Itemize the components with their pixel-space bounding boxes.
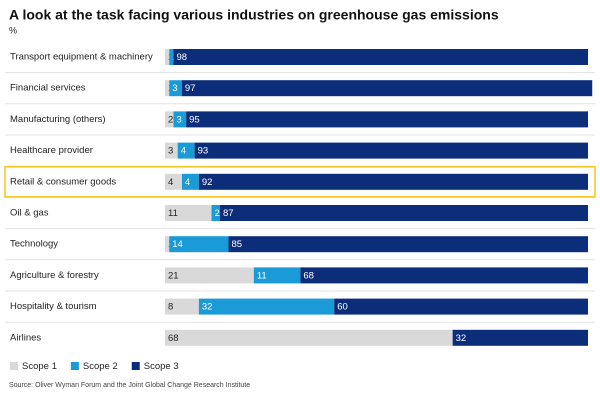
value-label: 2 — [168, 114, 173, 125]
bar-segment — [177, 142, 195, 159]
bar-segment — [198, 298, 335, 315]
source: Source: Oliver Wyman Forum and the Joint… — [9, 382, 250, 389]
bar-segment — [165, 173, 182, 190]
bar-segment — [219, 205, 589, 221]
value-label: 11 — [257, 270, 267, 281]
bar-segment — [228, 236, 588, 253]
bar-segment — [165, 267, 254, 284]
category-label: Airlines — [10, 332, 41, 343]
category-label: Hospitality & tourism — [10, 301, 97, 312]
bar-segment — [452, 329, 588, 346]
bar-segment — [165, 142, 178, 159]
bar-segment — [194, 142, 589, 159]
bar-segment — [198, 173, 588, 190]
value-label: 68 — [168, 333, 179, 344]
legend-label: Scope 1 — [22, 361, 57, 372]
unit-label: % — [9, 25, 17, 35]
bar-segment — [173, 111, 187, 128]
value-label: 4 — [168, 177, 173, 188]
value-label: 32 — [202, 302, 213, 313]
value-label: 2 — [215, 208, 220, 219]
bar-segment — [169, 49, 174, 65]
bar-segment — [186, 111, 588, 128]
legend-swatch — [70, 362, 79, 370]
value-label: 97 — [185, 83, 196, 94]
legend-swatch — [131, 362, 140, 370]
bar-segment — [165, 49, 170, 65]
bar-segment — [165, 205, 212, 221]
bar-segment — [211, 205, 220, 221]
bar-segment — [173, 49, 588, 65]
highlight-box — [4, 166, 596, 198]
value-label: 60 — [337, 302, 348, 313]
bar-segment — [253, 267, 301, 284]
value-label: 32 — [456, 333, 467, 344]
value-label: 4 — [185, 177, 190, 188]
bar-segment — [165, 298, 199, 315]
value-label: 11 — [168, 208, 178, 219]
category-label: Transport equipment & machinery — [10, 52, 153, 63]
value-label: 21 — [168, 270, 179, 281]
category-label: Retail & consumer goods — [10, 176, 116, 187]
value-label: 3 — [176, 114, 181, 125]
value-label: 3 — [172, 83, 177, 94]
legend-swatch — [10, 362, 18, 370]
category-label: Technology — [10, 239, 58, 250]
bar-segment — [169, 236, 229, 253]
category-label: Agriculture & forestry — [10, 270, 99, 281]
category-label: Oil & gas — [10, 208, 49, 219]
value-label: 98 — [176, 52, 187, 63]
chart-title: A look at the task facing various indust… — [9, 7, 499, 23]
legend-label: Scope 2 — [83, 361, 118, 372]
value-label: 14 — [172, 239, 183, 250]
value-label: 92 — [202, 177, 213, 188]
value-label: 93 — [198, 146, 209, 157]
bar-segment — [165, 329, 453, 346]
value-label: 68 — [303, 270, 314, 281]
bar-segment — [165, 236, 170, 253]
value-label: 87 — [223, 208, 234, 219]
value-label: 4 — [181, 146, 186, 157]
bar-segment — [165, 80, 170, 97]
category-label: Healthcare provider — [10, 145, 93, 156]
bar-segment — [165, 111, 174, 128]
value-label: 3 — [168, 146, 173, 157]
bar-segment — [169, 80, 182, 97]
value-label: 85 — [231, 239, 242, 250]
bar-segment — [300, 267, 588, 284]
bar-segment — [181, 80, 593, 97]
category-label: Financial services — [10, 83, 86, 94]
category-label: Manufacturing (others) — [10, 114, 106, 125]
bar-segment — [181, 173, 199, 190]
bar-segment — [334, 298, 588, 315]
legend-label: Scope 3 — [144, 361, 179, 372]
value-label: 95 — [189, 114, 200, 125]
value-label: 8 — [168, 302, 173, 313]
